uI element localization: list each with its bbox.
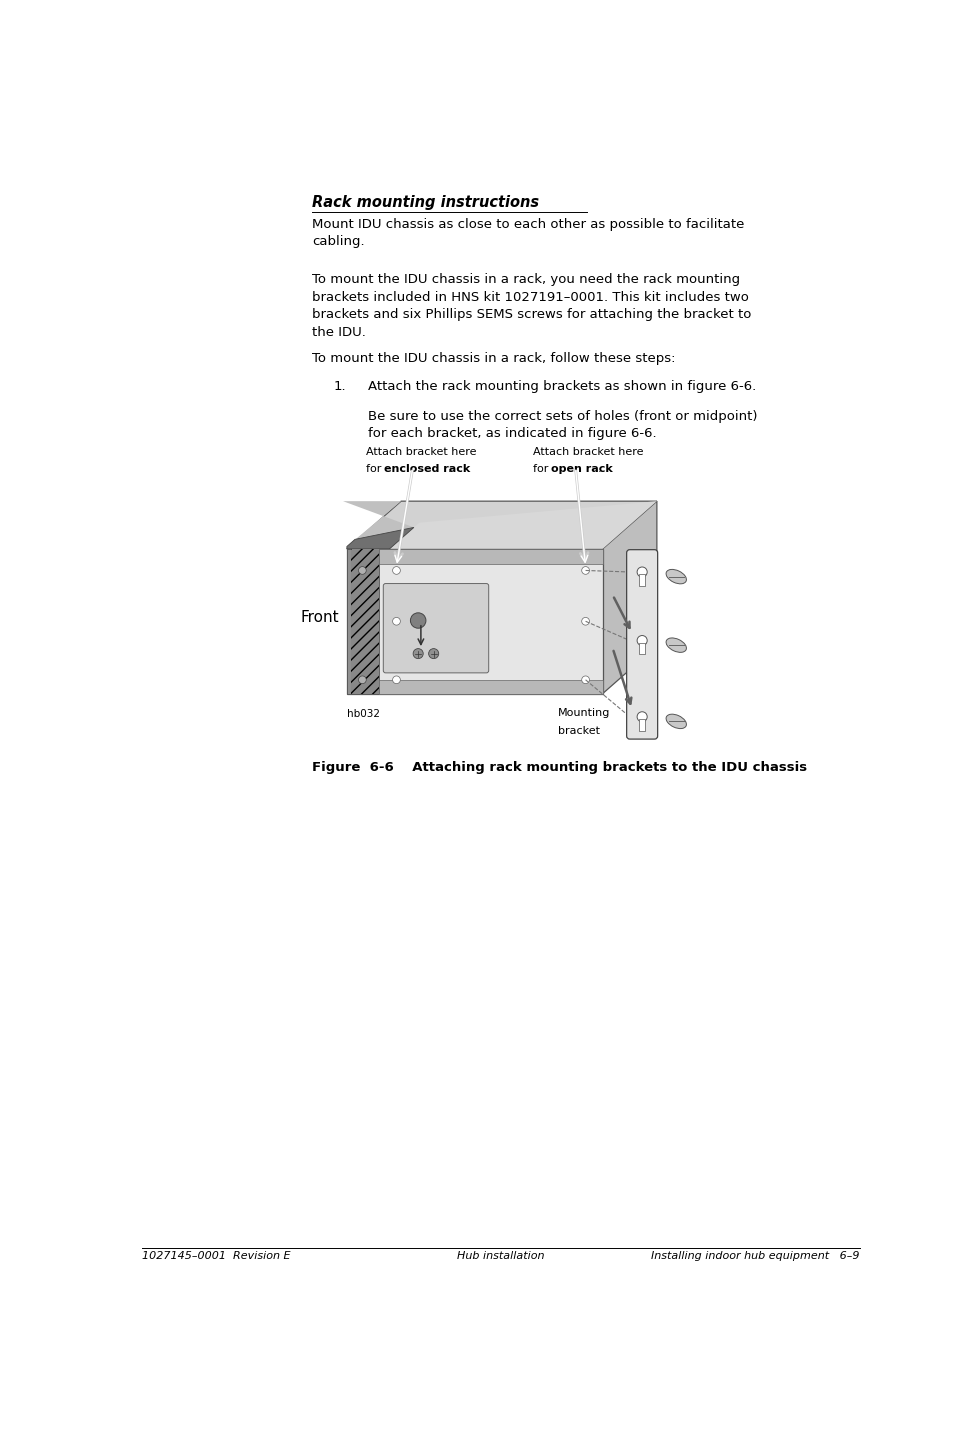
Text: Hub installation: Hub installation <box>457 1251 544 1261</box>
Ellipse shape <box>666 714 687 729</box>
Polygon shape <box>347 500 657 549</box>
Bar <box>639 719 645 731</box>
Polygon shape <box>603 500 657 694</box>
Text: Be sure to use the correct sets of holes (front or midpoint)
for each bracket, a: Be sure to use the correct sets of holes… <box>367 409 757 440</box>
Text: Rack mounting instructions: Rack mounting instructions <box>312 194 539 210</box>
Text: Installing indoor hub equipment   6–9: Installing indoor hub equipment 6–9 <box>652 1251 860 1261</box>
Text: open rack: open rack <box>551 465 613 475</box>
Circle shape <box>393 618 401 625</box>
Circle shape <box>637 635 647 645</box>
Polygon shape <box>390 500 657 549</box>
Text: .: . <box>598 465 601 475</box>
FancyBboxPatch shape <box>626 549 658 739</box>
Text: Mount IDU chassis as close to each other as possible to facilitate
cabling.: Mount IDU chassis as close to each other… <box>312 217 744 249</box>
Text: 1.: 1. <box>334 380 346 393</box>
Ellipse shape <box>666 569 687 583</box>
Circle shape <box>413 649 423 659</box>
Text: To mount the IDU chassis in a rack, follow these steps:: To mount the IDU chassis in a rack, foll… <box>312 352 675 365</box>
Circle shape <box>637 712 647 722</box>
Bar <box>639 575 645 586</box>
Text: Attach the rack mounting brackets as shown in figure 6-6.: Attach the rack mounting brackets as sho… <box>367 380 756 393</box>
Text: To mount the IDU chassis in a rack, you need the rack mounting
brackets included: To mount the IDU chassis in a rack, you … <box>312 273 751 339</box>
Polygon shape <box>347 549 379 694</box>
Circle shape <box>581 566 589 575</box>
Circle shape <box>581 618 589 625</box>
Text: Attach bracket here: Attach bracket here <box>532 448 644 458</box>
Circle shape <box>393 566 401 575</box>
Text: for: for <box>366 465 385 475</box>
Polygon shape <box>347 528 414 549</box>
Circle shape <box>581 676 589 684</box>
Text: enclosed rack: enclosed rack <box>385 465 471 475</box>
Circle shape <box>393 676 401 684</box>
Polygon shape <box>343 500 414 546</box>
Circle shape <box>637 568 647 578</box>
Bar <box>379 679 603 694</box>
Polygon shape <box>347 549 603 694</box>
Text: Attach bracket here: Attach bracket here <box>366 448 477 458</box>
Bar <box>639 644 645 655</box>
Bar <box>379 549 603 565</box>
Text: hb032: hb032 <box>347 709 380 719</box>
Text: bracket: bracket <box>558 726 600 736</box>
Text: Front: Front <box>300 611 339 625</box>
FancyBboxPatch shape <box>383 583 488 674</box>
Circle shape <box>410 613 426 628</box>
Ellipse shape <box>666 638 687 652</box>
Circle shape <box>429 649 439 659</box>
Text: Mounting: Mounting <box>558 708 610 718</box>
Text: Figure  6-6    Attaching rack mounting brackets to the IDU chassis: Figure 6-6 Attaching rack mounting brack… <box>312 761 807 775</box>
Circle shape <box>359 566 366 575</box>
Text: 1027145–0001  Revision E: 1027145–0001 Revision E <box>142 1251 290 1261</box>
Text: for: for <box>532 465 552 475</box>
Text: .: . <box>448 465 451 475</box>
Polygon shape <box>351 549 379 694</box>
Circle shape <box>359 676 366 684</box>
